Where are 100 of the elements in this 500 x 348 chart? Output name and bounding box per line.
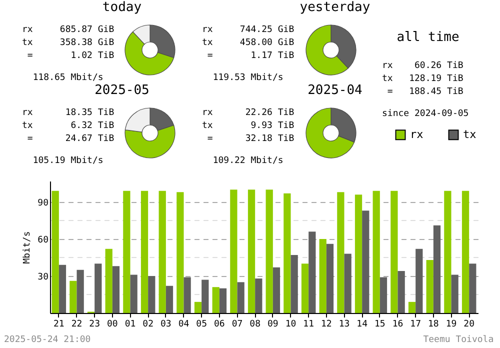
text: = 1.17 TiB: [206, 50, 294, 63]
bar: [426, 260, 434, 313]
donut-slice: [306, 108, 355, 158]
text: = 24.67 TiB: [26, 133, 114, 146]
x-tick-label: 08: [250, 320, 261, 330]
bar: [105, 248, 112, 313]
bar: [184, 277, 191, 313]
x-tick-label: 01: [124, 320, 136, 330]
x-tick-label: 05: [196, 320, 208, 330]
bar: [372, 190, 380, 313]
x-tick-label: 14: [356, 320, 368, 330]
bar: [284, 193, 291, 313]
text: since 2024-09-05: [382, 108, 469, 121]
bar: [326, 244, 334, 313]
chart-title: today: [101, 0, 143, 15]
x-tick-label: 15: [374, 320, 386, 330]
text: rx 744.25 GiB: [202, 24, 294, 37]
bar: [433, 225, 441, 313]
bar: [148, 276, 156, 313]
bar: [416, 248, 423, 313]
bar: [308, 232, 316, 313]
bar: [237, 282, 244, 313]
x-tick-label: 07: [232, 320, 243, 330]
y-tick-label: 60: [38, 235, 48, 246]
bar: [112, 266, 120, 313]
x-tick-label: 13: [338, 320, 350, 330]
y-axis-title: Mbit/s: [22, 231, 33, 264]
bar: [390, 190, 398, 313]
x-tick-label: 23: [89, 320, 100, 330]
text: tx 358.38 GiB: [22, 37, 114, 50]
legend-label: rx: [410, 128, 424, 141]
x-tick-label: 04: [178, 320, 190, 330]
bar: [158, 190, 166, 313]
chart-title: yesterday: [298, 0, 372, 15]
x-tick-label: 16: [392, 320, 404, 330]
x-tick-label: 11: [303, 320, 314, 330]
bar: [380, 277, 388, 313]
text: tx 128.19 TiB: [382, 73, 464, 86]
x-tick-label: 09: [267, 320, 278, 330]
x-tick-label: 03: [160, 320, 172, 330]
x-tick-label: 20: [464, 320, 475, 330]
bar: [176, 192, 184, 313]
x-tick-label: 19: [446, 320, 457, 330]
y-tick-label: 90: [38, 198, 48, 208]
bar: [451, 274, 458, 313]
bar: [444, 190, 452, 313]
x-tick-label: 22: [71, 320, 82, 330]
x-tick-label: 12: [320, 320, 332, 330]
bar: [248, 190, 256, 313]
bar: [462, 190, 470, 313]
bar: [290, 255, 298, 313]
text: rx 60.26 TiB: [382, 60, 464, 73]
bar: [469, 264, 476, 313]
text: = 32.18 TiB: [206, 133, 294, 146]
text: rx 685.87 GiB: [22, 24, 114, 37]
text: rx 18.35 TiB: [22, 107, 114, 120]
text: 2025-05-24 21:00: [4, 335, 91, 345]
chart-title: 2025-05: [94, 83, 150, 98]
bar: [70, 280, 77, 313]
x-tick-label: 18: [428, 320, 439, 330]
bar: [202, 280, 209, 313]
x-tick-label: 21: [53, 320, 64, 330]
bar: [140, 190, 148, 313]
bar: [354, 194, 362, 313]
bar: [301, 264, 309, 313]
x-tick-label: 02: [142, 320, 154, 330]
bar: [219, 288, 227, 313]
text: tx 458.00 GiB: [202, 37, 294, 50]
text: Teemu Toivola: [423, 335, 494, 345]
text: 119.53 Mbit/s: [212, 72, 284, 85]
text: rx 22.26 TiB: [202, 107, 294, 120]
bar: [76, 270, 84, 313]
bar: [194, 302, 202, 313]
bar: [94, 264, 102, 313]
bar: [58, 264, 66, 313]
text: 118.65 Mbit/s: [32, 72, 104, 84]
text: = 1.02 TiB: [26, 50, 114, 63]
bar: [272, 267, 280, 313]
x-tick-label: 17: [410, 320, 422, 330]
bar: [344, 254, 352, 313]
bar: [398, 271, 405, 313]
bar: [212, 287, 220, 313]
bar: [362, 210, 370, 313]
bar: [337, 192, 344, 313]
x-tick-label: 10: [285, 320, 296, 330]
legend-label: tx: [463, 128, 477, 141]
bar: [130, 274, 138, 313]
text: tx 9.93 TiB: [202, 120, 294, 133]
bar: [319, 238, 326, 313]
y-tick-label: 30: [38, 272, 48, 282]
bar: [123, 190, 130, 313]
x-tick-label: 00: [106, 320, 118, 330]
bar: [166, 286, 174, 313]
bar: [255, 278, 262, 313]
chart-title: 2025-04: [308, 83, 362, 98]
x-tick-label: 06: [214, 320, 225, 330]
bar: [266, 190, 273, 313]
bar: [408, 302, 416, 313]
text: 105.19 Mbit/s: [32, 155, 104, 168]
text: all time: [396, 30, 460, 45]
